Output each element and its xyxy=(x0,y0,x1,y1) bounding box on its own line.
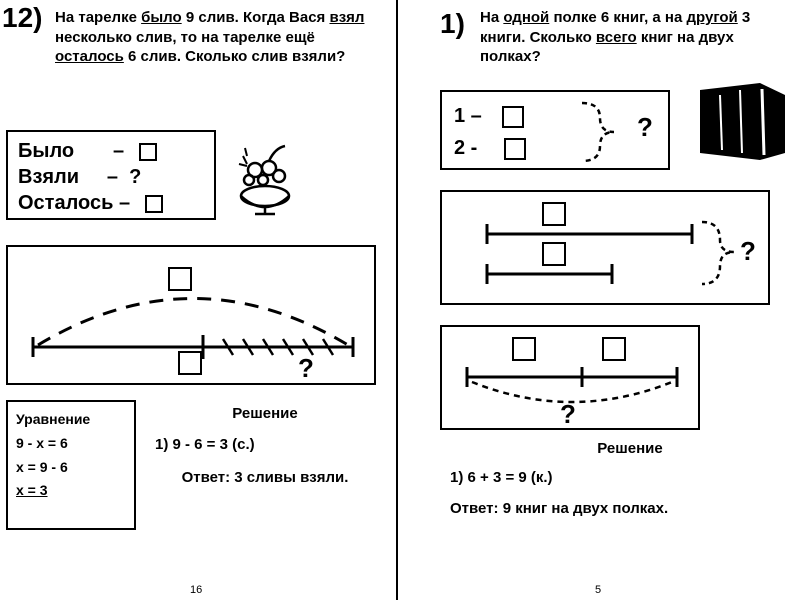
square-ostalos xyxy=(145,195,163,213)
label-bylo: Было xyxy=(18,140,74,162)
arc-qmark: ? xyxy=(298,353,314,384)
brace1 xyxy=(572,98,642,166)
problem-text-right: На одной полке 6 книг, а на другой 3 кни… xyxy=(480,8,770,67)
row1-square xyxy=(502,106,524,128)
eq-title: Уравнение xyxy=(16,408,126,432)
right-page: 1) На одной полке 6 книг, а на другой 3 … xyxy=(400,0,795,600)
smile-box: ? xyxy=(440,325,700,430)
eq-line3: x = 3 xyxy=(16,479,126,503)
row1-label: 1 – xyxy=(454,105,482,127)
equation-box: Уравнение 9 - x = 6 x = 9 - 6 x = 3 xyxy=(6,400,136,530)
pagenum-right: 5 xyxy=(595,584,601,596)
seg-sq2 xyxy=(542,242,566,266)
solution-right: Решение 1) 6 + 3 = 9 (к.) Ответ: 9 книг … xyxy=(450,440,780,517)
smile-sq1 xyxy=(512,337,536,361)
label-ostalos: Осталось xyxy=(18,192,113,214)
arc-bottom-square xyxy=(178,351,202,375)
label-vzyali: Взяли xyxy=(18,166,79,188)
brace1-qmark: ? xyxy=(637,112,653,143)
segment-box: ? xyxy=(440,190,770,305)
left-page: 12) На тарелке было 9 слив. Когда Вася в… xyxy=(0,0,395,600)
given-rows: Было – Взяли – ? Осталось – xyxy=(8,132,214,222)
solution-title-right: Решение xyxy=(570,440,690,457)
seg-sq1 xyxy=(542,202,566,226)
fruit-bowl-icon xyxy=(225,128,305,218)
arc-diagram-box: ? xyxy=(6,245,376,385)
row2-square xyxy=(504,138,526,160)
solution-title-left: Решение xyxy=(155,405,375,422)
seg-qmark: ? xyxy=(740,236,756,267)
smile-qmark: ? xyxy=(560,399,576,430)
segment-diagram xyxy=(442,192,772,307)
problem-text-left: На тарелке было 9 слив. Когда Вася взял … xyxy=(55,8,365,67)
qmark-vzyali: ? xyxy=(129,166,141,188)
eq-line1: 9 - x = 6 xyxy=(16,432,126,456)
arc-top-square xyxy=(168,267,192,291)
solution-left: Решение 1) 9 - 6 = 3 (с.) Ответ: 3 сливы… xyxy=(155,405,375,486)
eq-line2: x = 9 - 6 xyxy=(16,456,126,480)
problem-number-right: 1) xyxy=(440,8,465,40)
given-box: Было – Взяли – ? Осталось – xyxy=(6,130,216,220)
solution-step-right: 1) 6 + 3 = 9 (к.) xyxy=(450,469,780,486)
pagenum-left: 16 xyxy=(190,584,202,596)
square-bylo xyxy=(139,143,157,161)
shelves-box: 1 – 2 - ? xyxy=(440,90,670,170)
smile-sq2 xyxy=(602,337,626,361)
answer-right: Ответ: 9 книг на двух полках. xyxy=(450,500,780,517)
problem-number-left: 12) xyxy=(2,2,42,34)
page-divider xyxy=(396,0,398,600)
solution-step-left: 1) 9 - 6 = 3 (с.) xyxy=(155,436,375,453)
row2-label: 2 - xyxy=(454,137,477,159)
answer-left: Ответ: 3 сливы взяли. xyxy=(155,469,375,486)
books-icon xyxy=(690,75,790,165)
